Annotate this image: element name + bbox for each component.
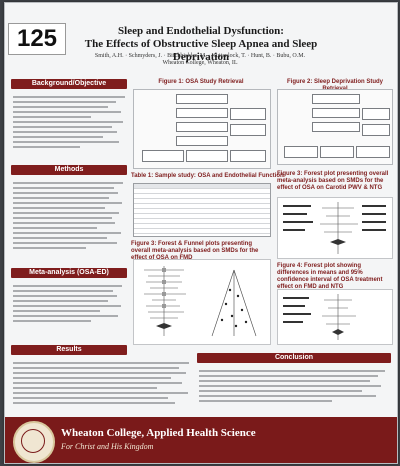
poster-number: 125 bbox=[16, 25, 58, 52]
figure3-caption: Figure 3: Forest & Funnel plots presenti… bbox=[131, 241, 259, 261]
results-header: Results bbox=[11, 345, 127, 355]
footer-motto: For Christ and His Kingdom bbox=[61, 442, 154, 451]
title-line-2: The Effects of Obstructive Sleep Apnea a… bbox=[84, 38, 318, 63]
figure1-caption: Figure 1: OSA Study Retrieval bbox=[158, 79, 244, 85]
figure1-flowchart bbox=[133, 89, 271, 169]
poster-number-card: 125 bbox=[8, 23, 66, 55]
poster-footer bbox=[5, 417, 397, 463]
figure2-flowchart bbox=[277, 89, 393, 165]
methods-text bbox=[13, 179, 125, 252]
poster-title: Sleep and Endothelial Dysfunction: The E… bbox=[81, 25, 321, 64]
title-line-1: Sleep and Endothelial Dysfunction: bbox=[118, 25, 284, 37]
conclusion-text bbox=[199, 367, 389, 405]
meta-analysis-text bbox=[13, 282, 125, 325]
figure4-caption: Figure 4: Forest plot showing difference… bbox=[277, 263, 383, 290]
figure3-forest-funnel-plots bbox=[133, 259, 271, 345]
meta-analysis-header: Meta-analysis (OSA-ED) bbox=[11, 268, 127, 278]
table1 bbox=[133, 183, 271, 237]
methods-header: Methods bbox=[11, 165, 127, 175]
poster-authors: Smith, A.H. · Schmyders, J. · Birchbichl… bbox=[94, 53, 306, 59]
poster-affiliation: Wheaton College, Wheaton, IL bbox=[162, 60, 238, 66]
results-text bbox=[13, 359, 193, 407]
research-poster: 125 Sleep and Endothelial Dysfunction: T… bbox=[4, 2, 398, 464]
background-text bbox=[13, 93, 125, 151]
figure3b-caption: Figure 3: Forest plot presenting overall… bbox=[277, 171, 389, 191]
footer-institution: Wheaton College, Applied Health Science bbox=[61, 427, 256, 439]
figure4-plot-art bbox=[283, 294, 356, 340]
background-header: Background/Objective bbox=[11, 79, 127, 89]
figure4-forest-plot bbox=[277, 289, 393, 345]
figure3b-forest-plot bbox=[277, 197, 393, 259]
figure3-plot-art bbox=[144, 266, 257, 337]
conclusion-header: Conclusion bbox=[197, 353, 391, 363]
table1-caption: Table 1: Sample study: OSA and Endotheli… bbox=[131, 173, 284, 179]
college-seal-icon bbox=[13, 421, 55, 463]
figure3b-plot-art bbox=[283, 202, 386, 254]
